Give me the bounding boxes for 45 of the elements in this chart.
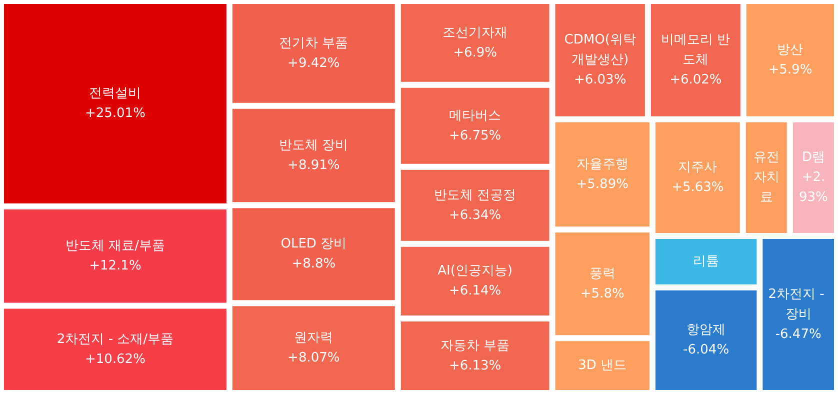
category-label: 전력설비 [89,86,142,102]
category-label: 원자력 [294,330,334,346]
data-label: +5.8% [580,286,624,302]
category-label: 2차전지 - 소재/부품 [56,332,174,347]
data-label: +5.89% [576,176,628,192]
data-label: +5.9% [768,62,812,78]
category-label: 유전자치료 [753,150,780,206]
category-label: 전기차 부품 [279,36,348,51]
data-label: +6.13% [448,358,502,374]
category-label: OLED 장비 [280,236,347,252]
data-label: +6.75% [448,128,502,144]
category-label: 지주사 [678,160,718,176]
category-label: 자동차 부품 [440,338,510,354]
data-label: +8.8% [292,256,336,272]
category-label: 메타버스 [449,108,502,124]
category-label: 조선기자재 [442,25,508,40]
category-label: 항암제 [686,322,726,338]
category-label: 반도체 장비 [279,138,348,154]
data-label: -6.04% [683,342,730,358]
data-label: -6.47% [775,327,822,342]
data-label: +6.03% [574,72,626,88]
category-label: CDMO(위탁개발생산) [564,32,636,68]
category-label: 리튬 [693,254,720,270]
data-label: +9.42% [288,56,340,71]
data-label: +6.34% [448,208,502,223]
category-label: D램 [802,150,825,166]
category-label: 풍력 [589,266,616,282]
category-label: 반도체 전공정 [434,188,516,203]
data-label: +8.07% [288,350,340,366]
category-label: 2차전지 - 장비 [768,287,828,322]
data-label: +25.01% [84,106,146,122]
data-label: +12.1% [89,258,142,274]
category-label: 3D 낸드 [578,358,627,374]
data-label: +6.02% [670,72,722,88]
category-label: 반도체 재료/부품 [65,238,165,254]
data-label: +5.63% [672,180,724,196]
category-label: AI(인공지능) [438,264,512,279]
category-label: 방산 [777,42,804,58]
data-label: +6.14% [448,284,502,299]
data-label: +10.62% [84,352,146,367]
data-label: +2.93% [799,170,828,206]
data-label: +8.91% [288,158,340,174]
data-label: +6.9% [453,45,498,60]
category-label: 비메모리 반도체 [661,32,730,68]
category-label: 자율주행 [576,156,628,172]
